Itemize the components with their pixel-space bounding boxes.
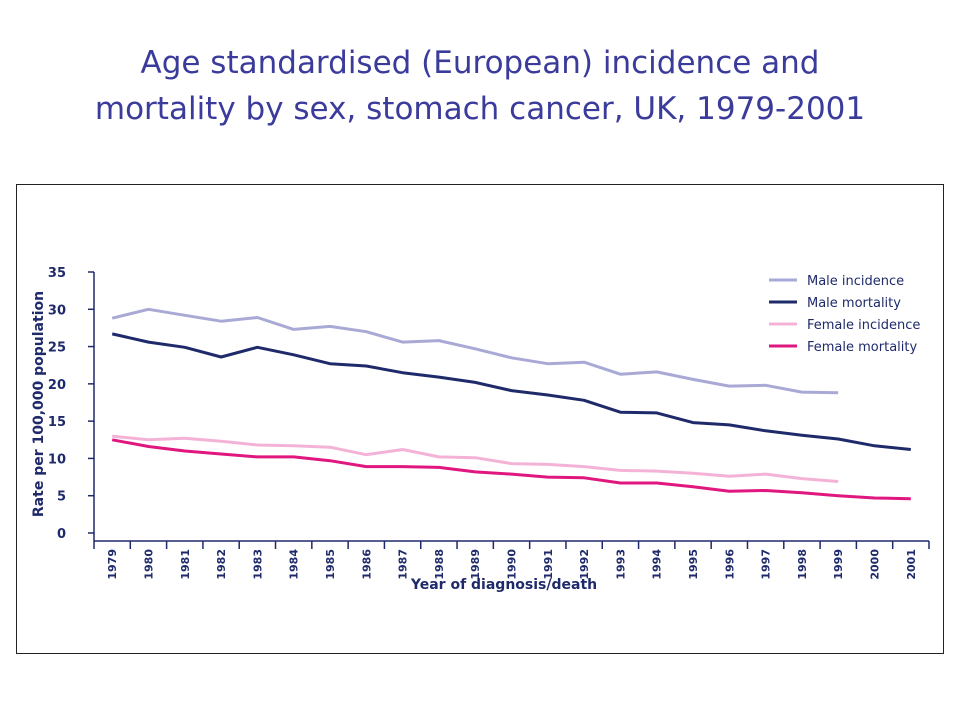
x-tick-label: 1984 (288, 549, 301, 580)
x-tick-label: 1995 (687, 549, 700, 580)
x-tick-label: 1996 (723, 549, 736, 580)
series-line-female-incidence (112, 434, 839, 483)
title-line-2: mortality by sex, stomach cancer, UK, 19… (94, 91, 866, 127)
x-tick-label: 1980 (142, 549, 155, 580)
x-tick-label: 1988 (433, 549, 446, 580)
legend-item-male-mortality: Male mortality (769, 296, 901, 311)
title-line-1: Age standardised (European) incidence an… (140, 45, 820, 81)
x-tick-label: 1992 (578, 549, 591, 580)
x-tick-label: 1982 (215, 549, 228, 580)
series-line-male-mortality (111, 332, 911, 451)
series-lines (111, 307, 911, 501)
y-axis-label: Rate per 100,000 population (31, 291, 47, 517)
x-tick-label: 1993 (614, 549, 627, 580)
y-tick-label: 20 (48, 378, 66, 393)
y-tick-label: 35 (48, 266, 66, 281)
axes: 0 5 10 15 20 25 30 35 1979 1980 1981 1982 1983 1984 19… (48, 266, 930, 580)
x-tick-label: 1990 (506, 549, 519, 580)
series-line-female-mortality (111, 438, 911, 501)
x-tick-label: 1999 (832, 549, 845, 580)
y-tick-label: 15 (48, 415, 66, 430)
x-tick-label: 2001 (905, 549, 918, 580)
slide-title: Age standardised (European) incidence an… (20, 40, 940, 132)
y-tick-label: 10 (48, 452, 66, 467)
x-tick-label: 1979 (106, 549, 119, 580)
y-tick-label: 25 (48, 341, 66, 356)
legend-item-female-incidence: Female incidence (769, 318, 920, 333)
x-tick-label: 1986 (360, 549, 373, 580)
line-chart: 0 5 10 15 20 25 30 35 1979 1980 1981 1982 1983 1984 19… (31, 266, 930, 593)
x-tick-label: 1991 (542, 549, 555, 580)
legend-label: Male incidence (807, 274, 904, 289)
series-line-male-incidence (111, 307, 839, 395)
legend-item-male-incidence: Male incidence (769, 274, 904, 289)
x-tick-label: 2000 (869, 549, 882, 580)
legend: Male incidence Male mortality Female incid… (769, 274, 920, 355)
legend-label: Female incidence (807, 318, 920, 333)
chart-frame: 0 5 10 15 20 25 30 35 1979 1980 1981 1982 1983 1984 19… (16, 184, 944, 654)
legend-label: Female mortality (807, 340, 917, 355)
legend-item-female-mortality: Female mortality (769, 340, 917, 355)
x-tick-label: 1994 (651, 549, 664, 580)
x-tick-label: 1998 (796, 549, 809, 580)
y-tick-label: 5 (57, 490, 66, 505)
x-tick-label: 1989 (469, 549, 482, 580)
x-tick-label: 1981 (179, 549, 192, 580)
y-tick-label: 30 (48, 303, 66, 318)
x-tick-label: 1987 (397, 549, 410, 580)
x-axis-label: Year of diagnosis/death (410, 577, 597, 593)
x-tick-label: 1997 (760, 549, 773, 580)
legend-label: Male mortality (807, 296, 901, 311)
y-tick-label: 0 (57, 527, 66, 542)
x-tick-label: 1985 (324, 549, 337, 580)
x-tick-label: 1983 (251, 549, 264, 580)
